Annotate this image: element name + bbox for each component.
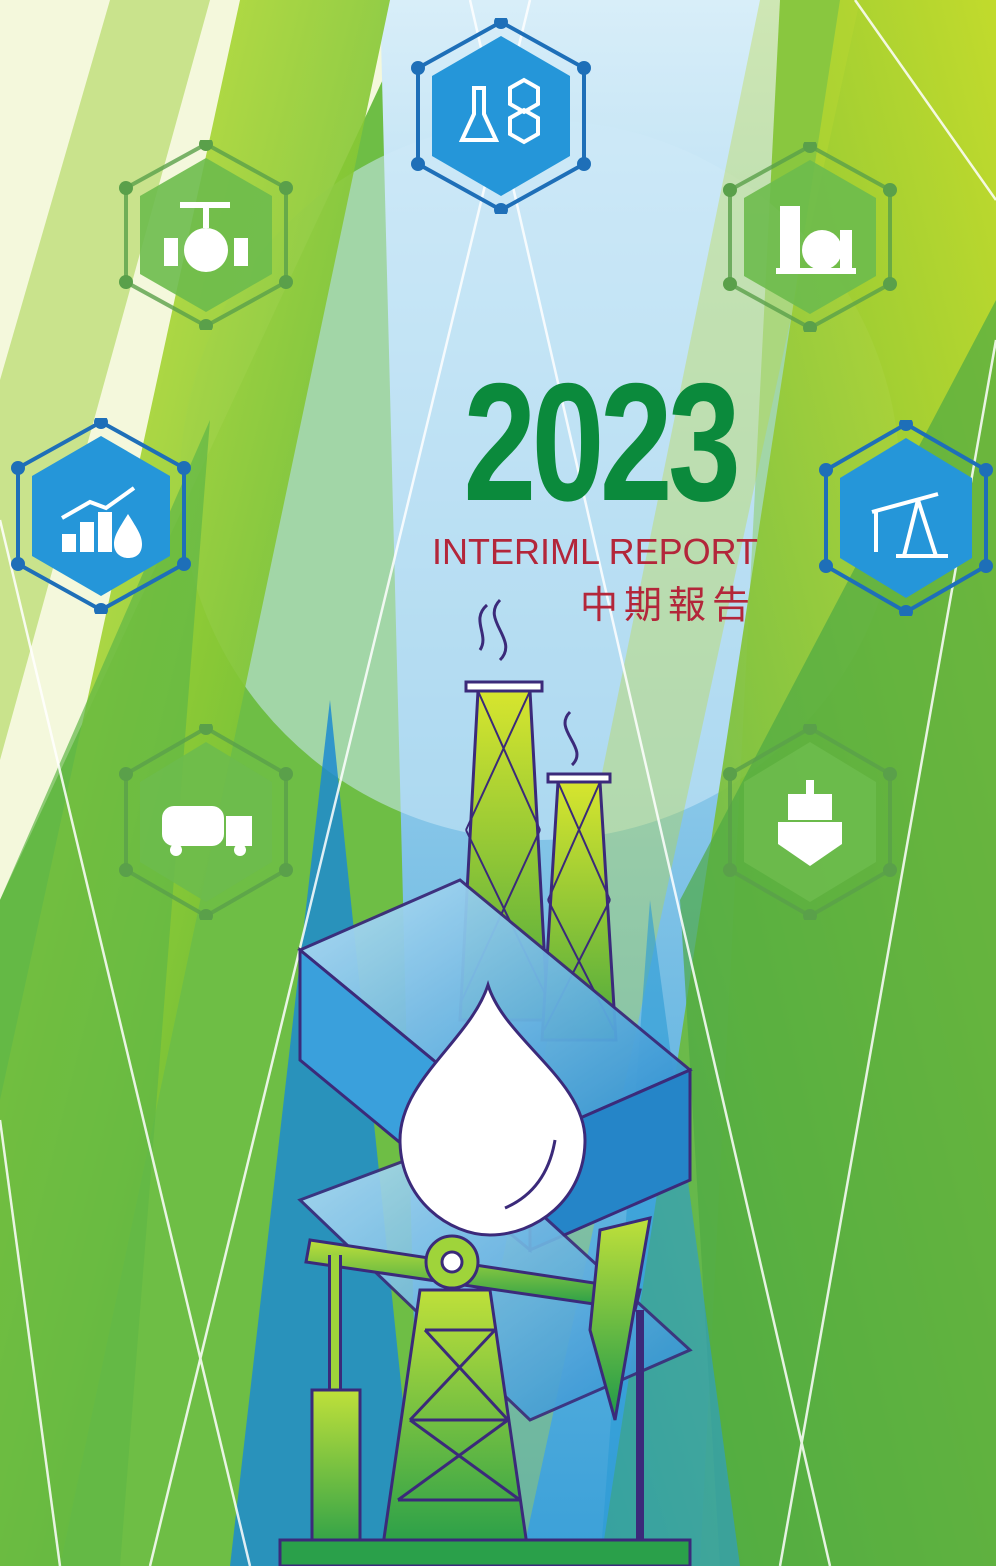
- oil-pumpjack-icon: [819, 420, 993, 616]
- chemistry-flask-icon: [411, 18, 591, 214]
- pipeline-valve-icon: [119, 140, 293, 330]
- fuel-tanker-truck-icon: [119, 724, 293, 920]
- report-year: 2023: [463, 348, 740, 536]
- report-title-zh: 中期報告: [579, 583, 756, 627]
- report-title-en: INTERIML REPORT: [431, 531, 758, 572]
- oil-price-growth-icon: [11, 418, 191, 614]
- refinery-storage-icon: [723, 142, 897, 332]
- oil-tanker-ship-icon: [723, 724, 897, 920]
